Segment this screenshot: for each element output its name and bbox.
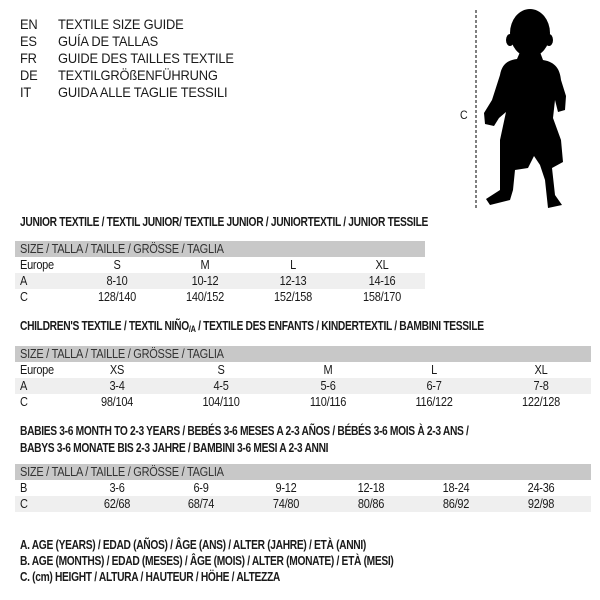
lang-title: GUÍA DE TALLAS <box>58 33 159 49</box>
table-row: Europe S M L XL <box>15 257 425 273</box>
header-label: SIZE / TALLA / TAILLE / GRÖSSE / TAGLIA <box>20 242 224 256</box>
lang-code: DE <box>20 67 38 83</box>
cell: 7-8 <box>533 379 549 393</box>
lang-title: GUIDA ALLE TAGLIE TESSILI <box>58 84 228 100</box>
cell: XL <box>534 363 548 377</box>
child-silhouette-icon <box>484 9 566 208</box>
header-label: SIZE / TALLA / TAILLE / GRÖSSE / TAGLIA <box>20 347 224 361</box>
row-label: C <box>20 497 28 511</box>
cell: 12-18 <box>357 481 385 495</box>
cell: 74/80 <box>272 497 300 511</box>
row-label: A <box>20 274 28 288</box>
table-row: C 98/104 104/110 110/116 116/122 122/128 <box>15 394 591 410</box>
cell: 116/122 <box>415 395 453 409</box>
table-row: A 8-10 10-12 12-13 14-16 <box>15 273 425 289</box>
cell: 68/74 <box>187 497 215 511</box>
cell: L <box>431 363 437 377</box>
row-label: B <box>20 481 28 495</box>
table-row: Europe XS S M L XL <box>15 362 591 378</box>
row-label: Europe <box>20 258 54 272</box>
cell: 122/128 <box>522 395 560 409</box>
lang-code: FR <box>20 50 37 66</box>
cell: 14-16 <box>368 274 396 288</box>
lang-title: GUIDE DES TAILLES TEXTILE <box>58 50 234 66</box>
cell: 12-13 <box>279 274 307 288</box>
cell: XL <box>375 258 389 272</box>
cell: 3-6 <box>109 481 125 495</box>
table-header: SIZE / TALLA / TAILLE / GRÖSSE / TAGLIA <box>15 241 425 257</box>
title-part: CHILDREN'S TEXTILE / TEXTIL NIÑO <box>20 319 189 333</box>
cell: 6-9 <box>193 481 209 495</box>
junior-size-table: SIZE / TALLA / TAILLE / GRÖSSE / TAGLIA … <box>15 241 425 305</box>
row-label: A <box>20 379 28 393</box>
row-label: C <box>20 395 28 409</box>
table-row: C 128/140 140/152 152/158 158/170 <box>15 289 425 305</box>
cell: 110/116 <box>309 395 347 409</box>
cell: 9-12 <box>275 481 297 495</box>
cell: 158/170 <box>363 290 401 304</box>
cell: XS <box>109 363 125 377</box>
table-row: A 3-4 4-5 5-6 6-7 7-8 <box>15 378 591 394</box>
child-silhouette-figure <box>475 9 566 208</box>
lang-title: TEXTILGRÖßENFÜHRUNG <box>58 67 218 83</box>
title-subscript: /A <box>188 324 196 334</box>
cell: 128/140 <box>98 290 136 304</box>
cell: 80/86 <box>357 497 385 511</box>
cell: 10-12 <box>191 274 219 288</box>
cell: 4-5 <box>213 379 229 393</box>
cell: M <box>323 363 333 377</box>
title-part: / TEXTILE DES ENFANTS / KINDERTEXTIL / B… <box>195 319 484 333</box>
cell: L <box>290 258 296 272</box>
table-row: B 3-6 6-9 9-12 12-18 18-24 24-36 <box>15 480 591 496</box>
cell: 98/104 <box>100 395 134 409</box>
cell: 8-10 <box>106 274 128 288</box>
cell: 62/68 <box>103 497 131 511</box>
lang-code: IT <box>20 84 32 100</box>
cell: 5-6 <box>320 379 336 393</box>
legend-c: C. (cm) HEIGHT / ALTURA / HAUTEUR / HÖHE… <box>20 570 280 584</box>
cell: S <box>217 363 225 377</box>
babies-section-title-line2: BABYS 3-6 MONATE BIS 2-3 JAHRE / BAMBINI… <box>20 441 329 455</box>
lang-code: ES <box>20 33 37 49</box>
legend-a: A. AGE (YEARS) / EDAD (AÑOS) / ÂGE (ANS)… <box>20 538 366 552</box>
height-label: C <box>460 108 468 122</box>
children-size-table: SIZE / TALLA / TAILLE / GRÖSSE / TAGLIA … <box>15 346 591 410</box>
cell: 24-36 <box>527 481 555 495</box>
cell: M <box>200 258 210 272</box>
children-section-title: CHILDREN'S TEXTILE / TEXTIL NIÑO/A / TEX… <box>20 319 484 334</box>
junior-section-title: JUNIOR TEXTILE / TEXTIL JUNIOR/ TEXTILE … <box>20 215 429 229</box>
babies-size-table: SIZE / TALLA / TAILLE / GRÖSSE / TAGLIA … <box>15 464 591 512</box>
cell: S <box>113 258 121 272</box>
lang-title: TEXTILE SIZE GUIDE <box>58 16 184 32</box>
cell: 104/110 <box>202 395 240 409</box>
table-header: SIZE / TALLA / TAILLE / GRÖSSE / TAGLIA <box>15 346 591 362</box>
row-label: C <box>20 290 28 304</box>
babies-section-title-line1: BABIES 3-6 MONTH TO 2-3 YEARS / BEBÉS 3-… <box>20 424 469 438</box>
legend-b: B. AGE (MONTHS) / EDAD (MESES) / ÂGE (MO… <box>20 554 394 568</box>
cell: 86/92 <box>442 497 470 511</box>
cell: 92/98 <box>527 497 555 511</box>
lang-code: EN <box>20 16 38 32</box>
cell: 140/152 <box>186 290 224 304</box>
table-row: C 62/68 68/74 74/80 80/86 86/92 92/98 <box>15 496 591 512</box>
row-label: Europe <box>20 363 54 377</box>
cell: 152/158 <box>274 290 312 304</box>
cell: 3-4 <box>109 379 125 393</box>
cell: 6-7 <box>426 379 442 393</box>
cell: 18-24 <box>442 481 470 495</box>
header-label: SIZE / TALLA / TAILLE / GRÖSSE / TAGLIA <box>20 465 224 479</box>
table-header: SIZE / TALLA / TAILLE / GRÖSSE / TAGLIA <box>15 464 591 480</box>
